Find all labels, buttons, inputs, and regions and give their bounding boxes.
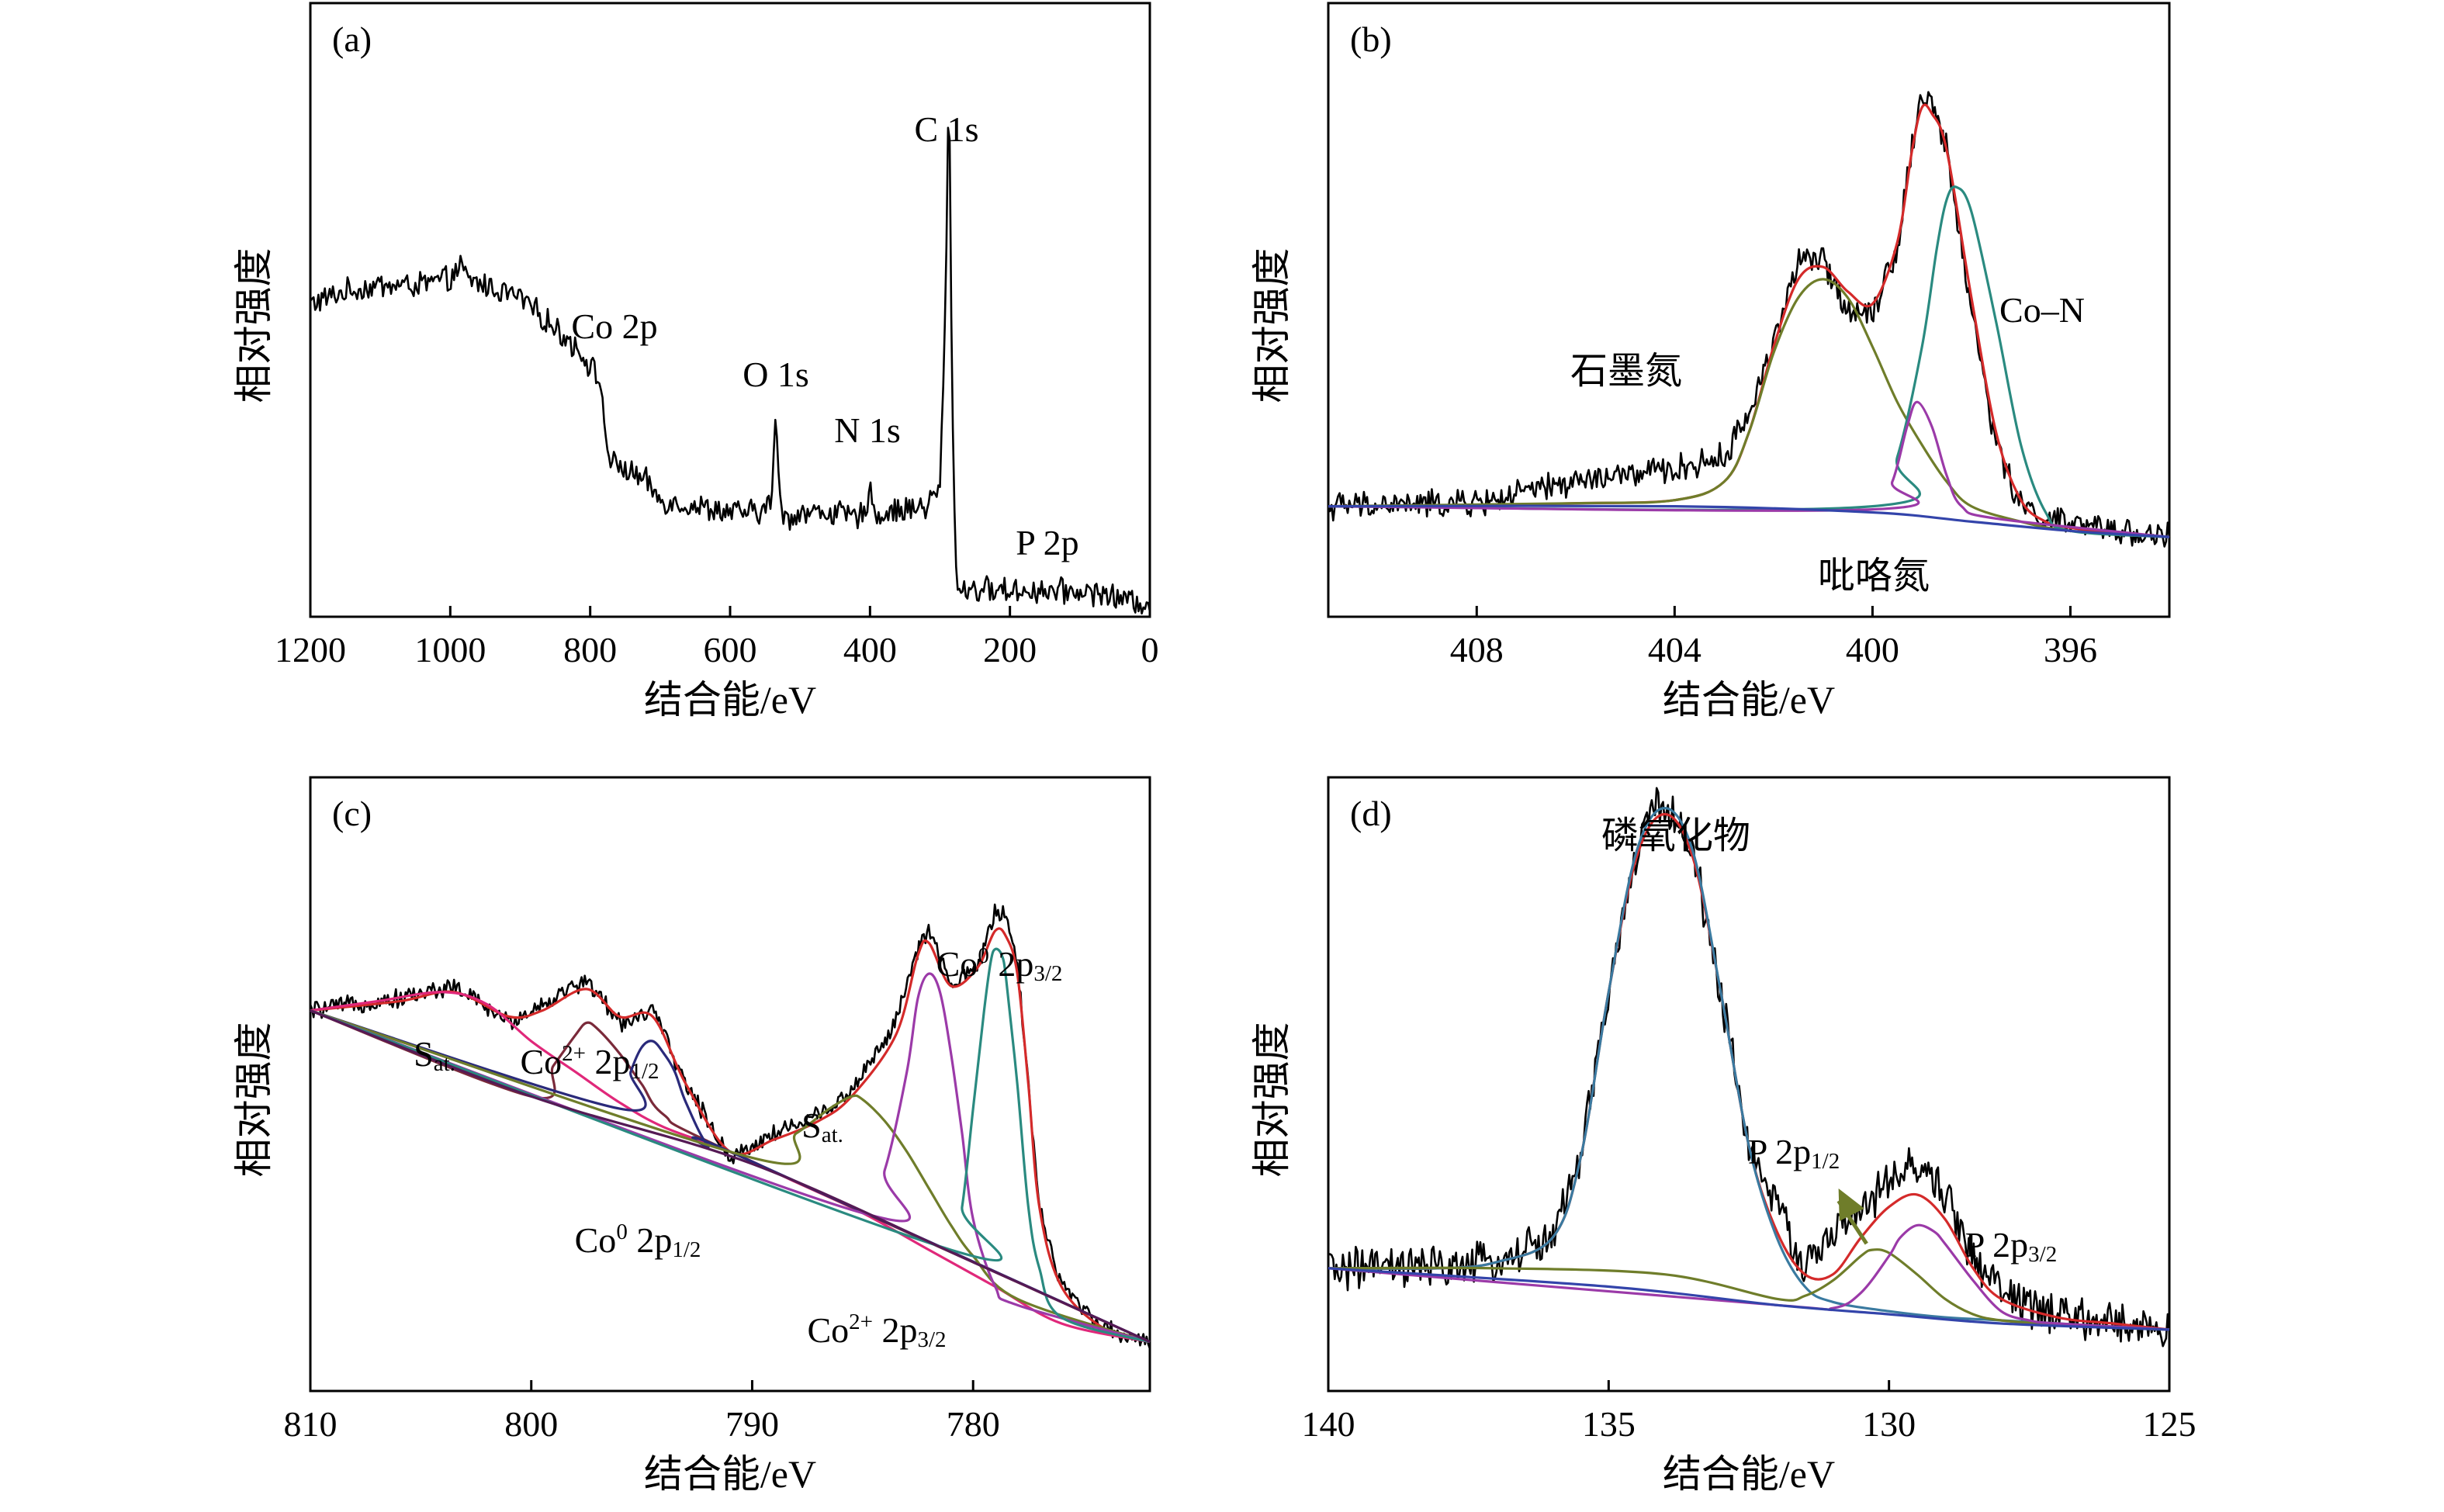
x-tick-label: 408	[1450, 630, 1504, 670]
x-tick-label: 135	[1582, 1404, 1636, 1444]
y-axis-title: 相对强度	[1250, 1022, 1293, 1178]
panel-label: (c)	[332, 794, 372, 833]
x-tick-label: 404	[1648, 630, 1701, 670]
fit-curve-2	[310, 991, 1151, 1344]
panel-c: 810 800 790 780 结合能/eV 相对强度 (c) Co0 2p3/2 Sat. Co…	[232, 776, 1151, 1496]
fit-curve-3	[1328, 1248, 2170, 1331]
peak-annotation: 吡咯氮	[1818, 555, 1930, 597]
fit-curve-5	[1328, 1267, 2170, 1331]
peak-annotation: Co 2p	[571, 306, 657, 346]
experimental-curve	[1327, 91, 2171, 548]
x-tick-label: 396	[2044, 630, 2097, 670]
y-axis-title: 相对强度	[232, 1022, 275, 1178]
peak-annotation: Co2+ 2p1/2	[520, 1041, 659, 1085]
panel-label: (d)	[1350, 794, 1392, 833]
x-tick-label: 780	[947, 1404, 1000, 1444]
fit-curve-2	[1328, 278, 2170, 538]
panel-label: (b)	[1350, 19, 1392, 59]
x-tick-label: 810	[284, 1404, 338, 1444]
plot-frame	[1327, 776, 2171, 1393]
x-axis-title: 结合能/eV	[644, 1452, 816, 1496]
plot-frame	[309, 776, 1151, 1393]
x-tick-label: 1200	[275, 630, 346, 670]
x-tick-label: 600	[704, 630, 757, 670]
peak-annotation: P 2p	[1016, 523, 1078, 562]
arrow-head	[1838, 1188, 1864, 1222]
fit-curve-1	[310, 927, 1151, 1344]
x-tick-label: 400	[1846, 630, 1899, 670]
fit-curve-8	[310, 1009, 1151, 1344]
x-tick-label: 140	[1302, 1404, 1355, 1444]
peak-annotation: Sat.	[801, 1105, 843, 1147]
experimental-curve	[309, 126, 1151, 615]
x-axis-title: 结合能/eV	[644, 678, 816, 721]
plot-frame	[1327, 2, 2171, 618]
y-axis-title: 相对强度	[232, 248, 275, 403]
x-tick-label: 125	[2143, 1404, 2196, 1444]
panel-a: 1200 1000 800 600 400 200 0 结合能/eV 相对强度 (a) C 1s Co…	[232, 2, 1159, 721]
experimental-curve	[309, 903, 1151, 1349]
fit-curve-6	[310, 972, 1151, 1344]
peak-annotation: P 2p1/2	[1748, 1132, 1840, 1174]
peak-annotation: 磷氧化物	[1601, 815, 1750, 856]
peak-annotation: Co–N	[1999, 290, 2085, 330]
fit-curve-3	[1328, 185, 2170, 538]
x-tick-label: 790	[725, 1404, 779, 1444]
fit-curve-2	[1328, 807, 2170, 1331]
x-tick-label: 200	[983, 630, 1037, 670]
y-axis-title: 相对强度	[1250, 248, 1293, 403]
x-axis-title: 结合能/eV	[1663, 678, 1835, 721]
fit-curve-5	[310, 1009, 1151, 1344]
x-tick-label: 800	[563, 630, 617, 670]
peak-annotation: Co2+ 2p3/2	[807, 1310, 946, 1353]
peak-annotation: O 1s	[743, 355, 809, 394]
experimental-curve	[1328, 787, 2171, 1348]
peak-annotation: N 1s	[834, 410, 901, 450]
peak-annotation: Co0 2p3/2	[936, 943, 1063, 987]
panel-label: (a)	[332, 19, 372, 59]
panel-d: 140 135 130 125 结合能/eV 相对强度 (d) 磷氧化物 P 2p1/2 P 2p…	[1250, 776, 2196, 1496]
x-tick-label: 1000	[414, 630, 486, 670]
peak-annotation: 石墨氮	[1570, 351, 1682, 392]
x-tick-label: 800	[504, 1404, 558, 1444]
x-tick-label: 0	[1141, 630, 1159, 670]
fit-curve-7	[310, 947, 1151, 1344]
peak-annotation: Co0 2p1/2	[575, 1220, 701, 1263]
x-tick-label: 130	[1862, 1404, 1916, 1444]
peak-annotation: Sat.	[414, 1034, 455, 1076]
x-axis-title: 结合能/eV	[1663, 1452, 1835, 1496]
fit-curve-5	[1328, 504, 2170, 538]
peak-annotation: C 1s	[914, 109, 978, 149]
fit-curve-4	[310, 1009, 1151, 1344]
x-tick-label: 400	[843, 630, 897, 670]
peak-annotation: P 2p3/2	[1965, 1225, 2057, 1267]
fit-curve-4	[1328, 400, 2170, 538]
